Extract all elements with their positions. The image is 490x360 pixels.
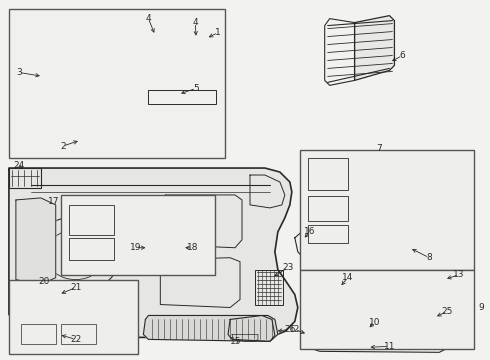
Polygon shape (365, 155, 459, 268)
Polygon shape (144, 315, 278, 341)
Bar (255, 270, 283, 305)
Polygon shape (9, 168, 298, 337)
Bar (69, 205, 114, 235)
Text: 16: 16 (304, 227, 316, 236)
Text: 5: 5 (194, 84, 199, 93)
Text: 17: 17 (48, 197, 59, 206)
Text: 21: 21 (70, 283, 81, 292)
Text: 1: 1 (215, 28, 221, 37)
Polygon shape (228, 315, 275, 341)
Bar (9, 280, 138, 354)
Text: 8: 8 (426, 253, 432, 262)
Text: 25: 25 (441, 307, 453, 316)
Text: 7: 7 (377, 144, 382, 153)
Text: 24: 24 (13, 161, 24, 170)
Text: 26: 26 (284, 325, 295, 334)
Polygon shape (355, 15, 394, 80)
Text: 13: 13 (453, 270, 465, 279)
Text: 4: 4 (146, 14, 151, 23)
Text: 23: 23 (282, 263, 294, 272)
Text: 22: 22 (70, 335, 81, 344)
Polygon shape (66, 200, 132, 268)
Bar (148, 90, 216, 104)
Text: 11: 11 (384, 342, 395, 351)
Text: 2: 2 (60, 141, 66, 150)
Polygon shape (377, 275, 467, 298)
Text: 6: 6 (399, 51, 405, 60)
Bar (69, 238, 114, 260)
Text: 19: 19 (130, 243, 141, 252)
Polygon shape (13, 282, 69, 318)
Bar (9, 9, 225, 158)
Bar (21, 324, 56, 345)
Bar (300, 150, 474, 270)
Text: 10: 10 (369, 318, 380, 327)
Bar (308, 158, 347, 190)
Bar (308, 225, 347, 243)
Polygon shape (305, 307, 454, 346)
Bar (308, 196, 347, 221)
Polygon shape (16, 198, 56, 285)
Text: 9: 9 (478, 303, 484, 312)
Polygon shape (305, 155, 360, 242)
Bar (9, 168, 41, 188)
Text: 20: 20 (38, 277, 49, 286)
Bar (61, 195, 215, 275)
Polygon shape (404, 315, 467, 334)
Polygon shape (13, 316, 113, 351)
Bar (61, 324, 96, 345)
Text: 12: 12 (289, 325, 300, 334)
Text: 15: 15 (230, 337, 242, 346)
Text: 3: 3 (16, 68, 22, 77)
Bar (300, 270, 474, 349)
Text: 4: 4 (193, 18, 198, 27)
Text: 14: 14 (342, 273, 353, 282)
Text: 18: 18 (187, 243, 198, 252)
